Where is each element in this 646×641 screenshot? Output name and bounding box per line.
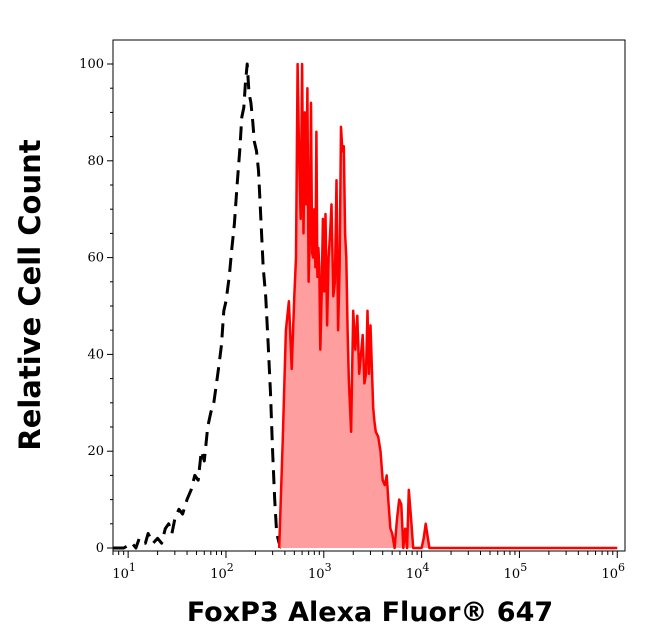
y-tick-label: 0 [96,541,104,556]
y-tick-label: 40 [87,347,104,362]
y-tick-label: 80 [87,154,104,169]
series-layer [113,62,618,550]
series-line-filled [277,62,618,550]
series-area-fill [279,64,618,548]
plot-frame [112,39,626,552]
x-tick-label: 101 [112,561,136,582]
x-tick-label: 105 [504,561,528,582]
y-tick-label: 100 [79,57,104,72]
x-axis: 101 102 103 104 105 106 [112,551,625,582]
x-tick-label: 104 [406,561,430,582]
y-tick-label: 60 [87,251,104,266]
y-axis: 0 20 40 60 80 100 [79,57,113,556]
x-tick-label: 103 [308,561,332,582]
x-axis-title: FoxP3 Alexa Fluor® 647 [187,597,553,628]
series-line-dashed [113,62,283,550]
x-tick-label: 102 [210,561,234,582]
y-axis-title: Relative Cell Count [13,139,47,450]
y-tick-label: 20 [87,444,104,459]
x-tick-label: 106 [601,561,625,582]
